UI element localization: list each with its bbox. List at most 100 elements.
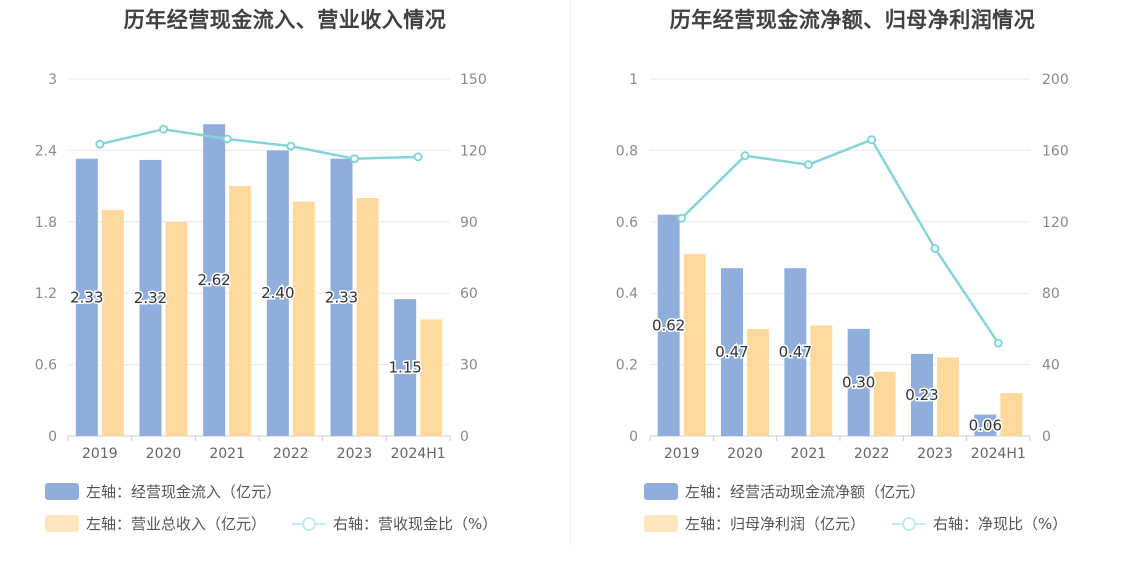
- x-axis-label: 2022: [273, 446, 309, 462]
- y-left-tick-label: 1.8: [35, 215, 57, 231]
- bar-data-label: 2.33: [325, 288, 358, 306]
- bar-data-label: 0.47: [715, 343, 748, 361]
- y-right-tick-label: 200: [1042, 72, 1069, 88]
- legend-item-net-cash-ratio[interactable]: 右轴：净现比（%）: [892, 513, 1067, 534]
- bar-series-2: [420, 319, 443, 436]
- bar-data-label: 1.15: [388, 359, 421, 377]
- line-point: [803, 160, 813, 170]
- y-right-tick-label: 90: [460, 215, 478, 231]
- x-axis-label: 2021: [209, 446, 245, 462]
- chart-right-svg: 0 0.2 0.4 0.6 0.8 1 0 40 80 120 160 200 2019 2020 2021…: [616, 72, 1069, 462]
- chart-title: 历年经营现金流净额、归母净利润情况: [669, 8, 1036, 32]
- y-right-tick-label: 0: [1042, 429, 1051, 445]
- line-point: [993, 338, 1003, 348]
- bar-series-1: [721, 268, 743, 436]
- bar-series-2: [747, 328, 769, 436]
- bar-series-2: [292, 201, 315, 436]
- line-point: [95, 139, 105, 149]
- line-point: [222, 134, 232, 144]
- bar-series-2: [165, 221, 188, 436]
- x-axis-label: 2020: [146, 446, 182, 462]
- y-left-tick-label: 0: [629, 429, 638, 445]
- line-point: [286, 141, 296, 151]
- y-right-tick-label: 0: [460, 429, 469, 445]
- legend-item-net-profit[interactable]: 左轴：归母净利润（亿元）: [644, 513, 865, 534]
- bar-data-label: 0.47: [779, 343, 812, 361]
- line-point: [930, 244, 940, 254]
- legend-item-cash-inflow[interactable]: 左轴：经营现金流入（亿元）: [45, 481, 281, 502]
- legend-item-ratio[interactable]: 右轴：营收现金比（%）: [292, 513, 497, 534]
- y-left-tick-label: 1: [629, 72, 638, 88]
- bar-data-label: 2.40: [261, 284, 294, 302]
- x-axis-label: 2020: [727, 446, 763, 462]
- bar-series-1: [330, 158, 353, 437]
- y-left-tick-label: 0.8: [616, 143, 638, 159]
- y-left-tick-label: 0.4: [616, 286, 638, 302]
- bar-series-2: [356, 198, 379, 436]
- legend-swatch-blue: [45, 483, 79, 500]
- bar-series-2: [810, 325, 833, 436]
- x-axis-label: 2021: [791, 446, 827, 462]
- bar-series-1: [266, 150, 289, 436]
- bar-series-1: [974, 414, 997, 436]
- y-right-tick-label: 120: [1042, 215, 1069, 231]
- legend-swatch-blue: [644, 483, 678, 500]
- bar-series-1: [203, 124, 226, 436]
- bar-series-1: [657, 214, 680, 436]
- legend-line-marker-icon: [292, 515, 326, 532]
- chart-panel-left: 历年经营现金流入、营业收入情况 0 0.6 1.2 1.8 2.4 3 0 30 60 90 120…: [35, 8, 498, 534]
- y-left-tick-label: 0.2: [616, 358, 638, 374]
- y-left-tick-label: 0.6: [616, 215, 638, 231]
- bar-series-2: [101, 209, 124, 436]
- x-axis-label: 2024H1: [971, 446, 1026, 462]
- bar-series-1: [394, 299, 417, 436]
- legend-label: 左轴：归母净利润（亿元）: [685, 515, 866, 533]
- bar-data-label: 0.62: [652, 316, 685, 334]
- chart-panel-right: 历年经营现金流净额、归母净利润情况 0 0.2 0.4 0.6 0.8 1 0 40 80 120…: [571, 0, 1134, 582]
- panel-divider: [570, 0, 571, 545]
- x-axis-label: 2019: [82, 446, 118, 462]
- y-right-tick-label: 60: [460, 286, 478, 302]
- bar-data-label: 2.32: [134, 289, 167, 307]
- y-left-tick-label: 0.6: [35, 358, 57, 374]
- y-left-tick-label: 3: [48, 72, 57, 88]
- bar-series-1: [784, 268, 807, 436]
- legend-label: 左轴：营业总收入（亿元）: [86, 515, 267, 533]
- line-point: [677, 213, 687, 223]
- legend-swatch-orange: [644, 515, 678, 532]
- x-axis-label: 2023: [337, 446, 373, 462]
- bar-series-1: [139, 159, 162, 437]
- line-point: [159, 124, 168, 134]
- y-right-tick-label: 160: [1042, 143, 1069, 159]
- bar-series-1: [75, 158, 98, 437]
- bar-data-label: 2.33: [70, 288, 103, 306]
- line-series: [99, 127, 419, 160]
- line-series: [680, 138, 1000, 344]
- bar-data-label: 0.23: [905, 386, 938, 404]
- x-axis-label: 2019: [664, 446, 700, 462]
- bar-series-1: [911, 353, 933, 436]
- legend-line-marker-icon: [892, 515, 926, 532]
- bar-series-2: [937, 357, 959, 436]
- y-right-tick-label: 40: [1042, 358, 1060, 374]
- line-point: [867, 135, 877, 145]
- bar-series-1: [847, 328, 870, 436]
- bar-series-2: [683, 253, 706, 436]
- bar-data-label: 0.30: [842, 373, 875, 391]
- y-right-tick-label: 80: [1042, 286, 1060, 302]
- legend-item-revenue[interactable]: 左轴：营业总收入（亿元）: [45, 513, 266, 534]
- legend-item-net-cash-flow[interactable]: 左轴：经营活动现金流净额（亿元）: [644, 481, 925, 502]
- bar-series-2: [873, 371, 896, 436]
- y-left-tick-label: 2.4: [35, 143, 57, 159]
- y-right-tick-label: 120: [460, 143, 487, 159]
- legend-label: 左轴：经营活动现金流净额（亿元）: [685, 483, 926, 501]
- x-axis-label: 2022: [854, 446, 890, 462]
- bar-series-2: [229, 186, 252, 436]
- bar-data-label: 0.06: [969, 416, 1002, 434]
- line-point: [740, 151, 750, 161]
- line-point: [413, 152, 423, 162]
- bar-data-label: 2.62: [197, 271, 230, 289]
- legend-label: 右轴：营收现金比（%）: [333, 515, 498, 533]
- x-axis-label: 2023: [917, 446, 953, 462]
